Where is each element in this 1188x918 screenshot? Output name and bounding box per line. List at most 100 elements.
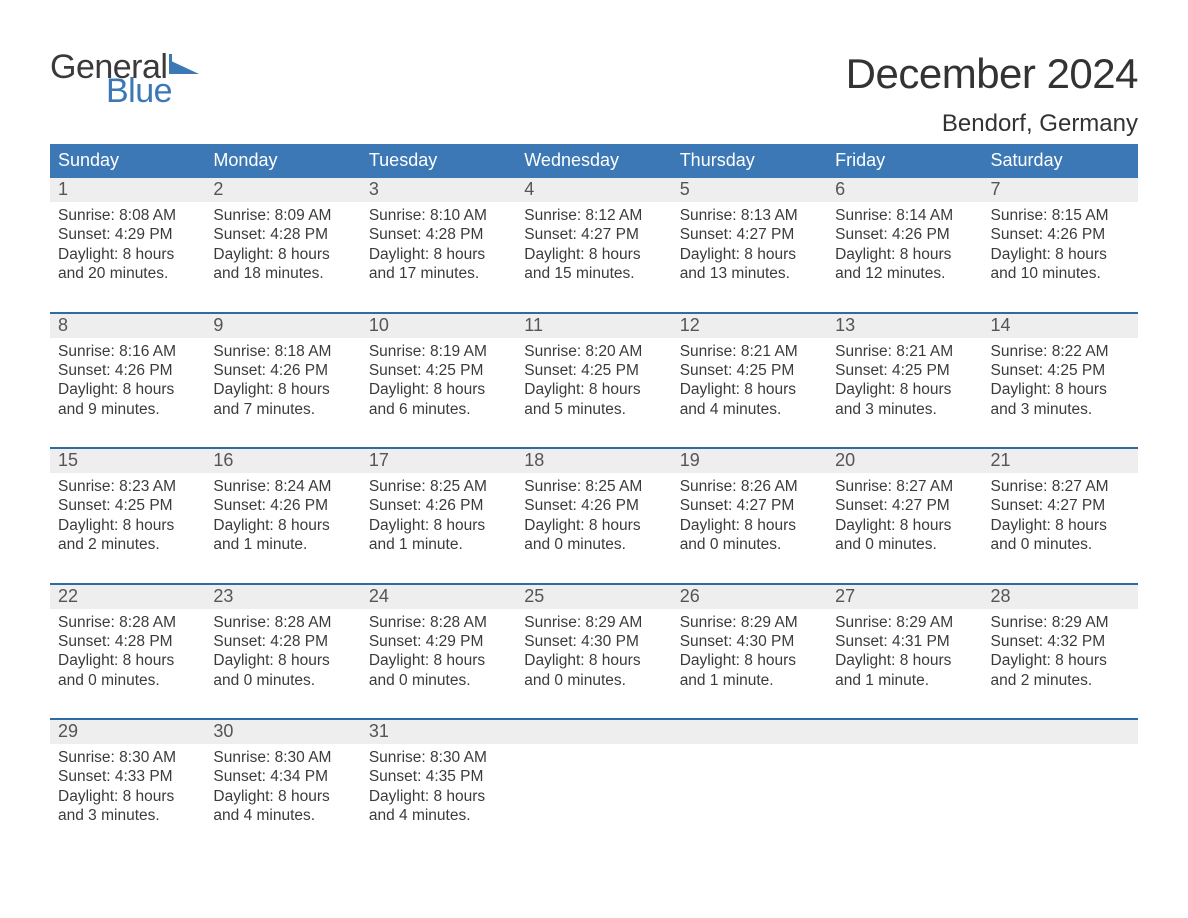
daylight-line-1: Daylight: 8 hours [213,516,352,535]
calendar-week: 293031Sunrise: 8:30 AMSunset: 4:33 PMDay… [50,718,1138,826]
day-number: 31 [361,720,516,744]
sunrise-text: Sunrise: 8:30 AM [58,748,197,767]
day-cell: Sunrise: 8:25 AMSunset: 4:26 PMDaylight:… [516,473,671,555]
day-number: 1 [50,178,205,202]
sunset-text: Sunset: 4:34 PM [213,767,352,786]
sunrise-text: Sunrise: 8:13 AM [680,206,819,225]
day-number: 27 [827,585,982,609]
day-number: 20 [827,449,982,473]
sunrise-text: Sunrise: 8:25 AM [369,477,508,496]
day-cell: Sunrise: 8:27 AMSunset: 4:27 PMDaylight:… [983,473,1138,555]
day-number: 17 [361,449,516,473]
dow-tuesday: Tuesday [361,144,516,178]
calendar-week: 891011121314Sunrise: 8:16 AMSunset: 4:26… [50,312,1138,420]
sunrise-text: Sunrise: 8:29 AM [835,613,974,632]
calendar: Sunday Monday Tuesday Wednesday Thursday… [50,144,1138,826]
day-cell: Sunrise: 8:26 AMSunset: 4:27 PMDaylight:… [672,473,827,555]
daylight-line-1: Daylight: 8 hours [213,245,352,264]
daylight-line-1: Daylight: 8 hours [369,380,508,399]
sunrise-text: Sunrise: 8:09 AM [213,206,352,225]
day-number: 21 [983,449,1138,473]
sunrise-text: Sunrise: 8:19 AM [369,342,508,361]
sunrise-text: Sunrise: 8:14 AM [835,206,974,225]
sunset-text: Sunset: 4:26 PM [213,496,352,515]
sunset-text: Sunset: 4:29 PM [369,632,508,651]
day-number: 4 [516,178,671,202]
day-cell: Sunrise: 8:21 AMSunset: 4:25 PMDaylight:… [672,338,827,420]
day-content-row: Sunrise: 8:30 AMSunset: 4:33 PMDaylight:… [50,744,1138,826]
sunrise-text: Sunrise: 8:29 AM [991,613,1130,632]
day-number-row: 293031 [50,720,1138,744]
dow-saturday: Saturday [983,144,1138,178]
day-cell: Sunrise: 8:19 AMSunset: 4:25 PMDaylight:… [361,338,516,420]
sunrise-text: Sunrise: 8:25 AM [524,477,663,496]
sunrise-text: Sunrise: 8:30 AM [369,748,508,767]
day-number: 25 [516,585,671,609]
daylight-line-1: Daylight: 8 hours [213,651,352,670]
day-number: 14 [983,314,1138,338]
day-cell: Sunrise: 8:28 AMSunset: 4:28 PMDaylight:… [205,609,360,691]
daylight-line-2: and 3 minutes. [835,400,974,419]
sunset-text: Sunset: 4:27 PM [991,496,1130,515]
day-number: 10 [361,314,516,338]
daylight-line-1: Daylight: 8 hours [213,787,352,806]
day-content-row: Sunrise: 8:28 AMSunset: 4:28 PMDaylight:… [50,609,1138,691]
day-number: 13 [827,314,982,338]
dow-monday: Monday [205,144,360,178]
title-block: December 2024 Bendorf, Germany [846,50,1138,138]
day-number: 28 [983,585,1138,609]
daylight-line-1: Daylight: 8 hours [835,380,974,399]
daylight-line-1: Daylight: 8 hours [369,516,508,535]
daylight-line-2: and 17 minutes. [369,264,508,283]
daylight-line-2: and 5 minutes. [524,400,663,419]
daylight-line-2: and 10 minutes. [991,264,1130,283]
sunset-text: Sunset: 4:29 PM [58,225,197,244]
daylight-line-2: and 2 minutes. [58,535,197,554]
daylight-line-1: Daylight: 8 hours [369,651,508,670]
day-cell: Sunrise: 8:20 AMSunset: 4:25 PMDaylight:… [516,338,671,420]
day-number: 24 [361,585,516,609]
sunset-text: Sunset: 4:25 PM [369,361,508,380]
brand-logo: General Blue [50,50,199,108]
daylight-line-2: and 9 minutes. [58,400,197,419]
sunset-text: Sunset: 4:30 PM [680,632,819,651]
sunset-text: Sunset: 4:33 PM [58,767,197,786]
day-number: 8 [50,314,205,338]
daylight-line-2: and 3 minutes. [58,806,197,825]
daylight-line-2: and 1 minute. [835,671,974,690]
sunset-text: Sunset: 4:26 PM [213,361,352,380]
sunset-text: Sunset: 4:27 PM [524,225,663,244]
sunset-text: Sunset: 4:26 PM [58,361,197,380]
daylight-line-1: Daylight: 8 hours [58,651,197,670]
daylight-line-2: and 20 minutes. [58,264,197,283]
day-number: 7 [983,178,1138,202]
daylight-line-2: and 4 minutes. [369,806,508,825]
day-number: 18 [516,449,671,473]
day-cell: Sunrise: 8:30 AMSunset: 4:33 PMDaylight:… [50,744,205,826]
day-cell: Sunrise: 8:18 AMSunset: 4:26 PMDaylight:… [205,338,360,420]
day-number [672,720,827,744]
daylight-line-2: and 0 minutes. [213,671,352,690]
sunrise-text: Sunrise: 8:22 AM [991,342,1130,361]
sunrise-text: Sunrise: 8:12 AM [524,206,663,225]
day-number: 15 [50,449,205,473]
daylight-line-1: Daylight: 8 hours [680,245,819,264]
day-cell: Sunrise: 8:28 AMSunset: 4:28 PMDaylight:… [50,609,205,691]
sunset-text: Sunset: 4:25 PM [991,361,1130,380]
day-number: 22 [50,585,205,609]
day-cell: Sunrise: 8:22 AMSunset: 4:25 PMDaylight:… [983,338,1138,420]
sunset-text: Sunset: 4:25 PM [680,361,819,380]
day-number: 23 [205,585,360,609]
sunset-text: Sunset: 4:28 PM [369,225,508,244]
daylight-line-2: and 18 minutes. [213,264,352,283]
sunset-text: Sunset: 4:27 PM [680,225,819,244]
sunset-text: Sunset: 4:27 PM [835,496,974,515]
day-number-row: 1234567 [50,178,1138,202]
sunset-text: Sunset: 4:28 PM [58,632,197,651]
sunrise-text: Sunrise: 8:24 AM [213,477,352,496]
day-cell: Sunrise: 8:24 AMSunset: 4:26 PMDaylight:… [205,473,360,555]
day-number [516,720,671,744]
daylight-line-1: Daylight: 8 hours [369,245,508,264]
day-number: 6 [827,178,982,202]
day-cell: Sunrise: 8:30 AMSunset: 4:35 PMDaylight:… [361,744,516,826]
